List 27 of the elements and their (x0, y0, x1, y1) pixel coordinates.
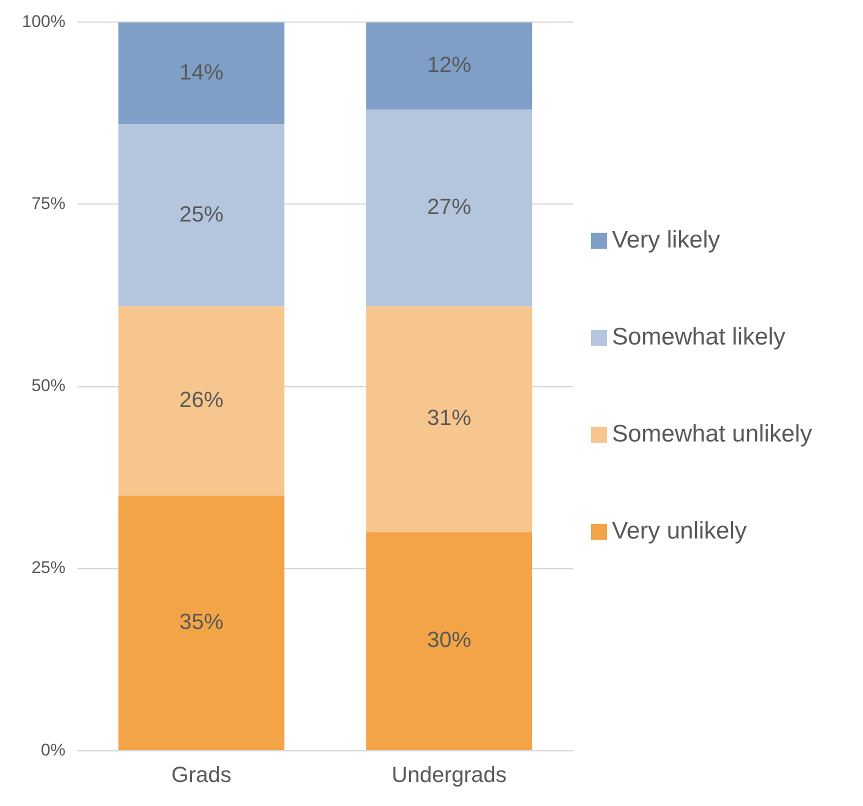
data-label: 31% (427, 405, 472, 430)
data-label: 25% (179, 201, 224, 226)
y-tick-label: 75% (31, 194, 66, 213)
data-label: 27% (427, 194, 472, 220)
bar (366, 22, 532, 110)
bar (118, 124, 284, 306)
bar (118, 306, 284, 496)
bar (366, 110, 532, 306)
data-label: 30% (427, 627, 472, 652)
y-tick-label: 50% (31, 376, 66, 396)
bar (118, 22, 284, 124)
bar (366, 306, 532, 532)
x-tick-label: Undergrads (392, 762, 507, 787)
data-label: 26% (179, 387, 224, 412)
legend-label: Very unlikely (612, 518, 747, 545)
data-label: 14% (179, 59, 224, 84)
legend-label: Somewhat unlikely (612, 420, 812, 448)
y-tick-label: 100% (22, 12, 66, 31)
bar (366, 532, 532, 750)
bar (118, 496, 284, 750)
y-tick-label: 25% (31, 558, 66, 578)
x-tick-label: Grads (171, 762, 232, 787)
legend-label: Somewhat likely (612, 324, 786, 351)
data-label: 12% (427, 52, 472, 77)
y-tick-label: 0% (40, 740, 66, 760)
data-label: 35% (179, 608, 224, 634)
legend-label: Very likely (612, 226, 720, 254)
